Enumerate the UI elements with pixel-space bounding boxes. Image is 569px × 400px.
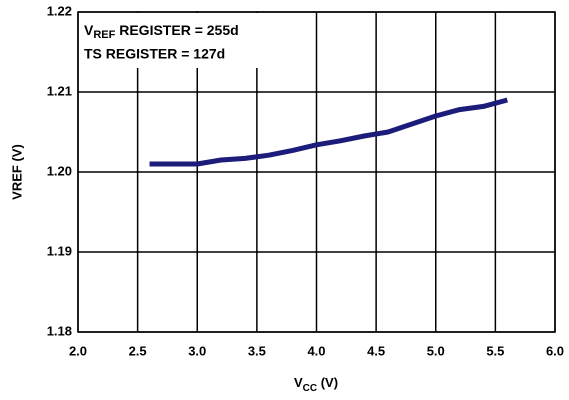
x-tick-label: 4.5 [367, 343, 385, 358]
x-tick-label: 2.0 [69, 343, 87, 358]
annotation-sub: REF [93, 29, 115, 41]
annotation-text: REGISTER = 255d [115, 22, 238, 38]
x-tick-label: 5.0 [427, 343, 445, 358]
y-tick-label: 1.22 [47, 3, 72, 18]
x-tick-label: 3.5 [248, 343, 266, 358]
y-axis-label: VREF (V) [9, 144, 24, 200]
x-label-text: V [294, 375, 303, 390]
x-label-sub: CC [303, 383, 317, 394]
annotation-box [79, 13, 301, 68]
x-tick-label: 3.0 [188, 343, 206, 358]
x-axis-label: VCC (V) [294, 375, 338, 393]
y-tick-label: 1.21 [47, 83, 72, 98]
x-label-text: (V) [317, 375, 338, 390]
x-tick-label: 6.0 [546, 343, 564, 358]
y-tick-label: 1.18 [47, 323, 72, 338]
x-tick-label: 2.5 [129, 343, 147, 358]
y-tick-label: 1.19 [47, 243, 72, 258]
x-tick-label: 5.5 [486, 343, 504, 358]
plot-border [77, 11, 556, 333]
annotation: VREF REGISTER = 255d [84, 22, 239, 41]
annotation-text: V [84, 22, 94, 38]
y-tick-label: 1.20 [47, 163, 72, 178]
annotation: TS REGISTER = 127d [84, 46, 225, 62]
data-line [149, 97, 508, 167]
grid [77, 11, 556, 333]
x-tick-label: 4.0 [307, 343, 325, 358]
